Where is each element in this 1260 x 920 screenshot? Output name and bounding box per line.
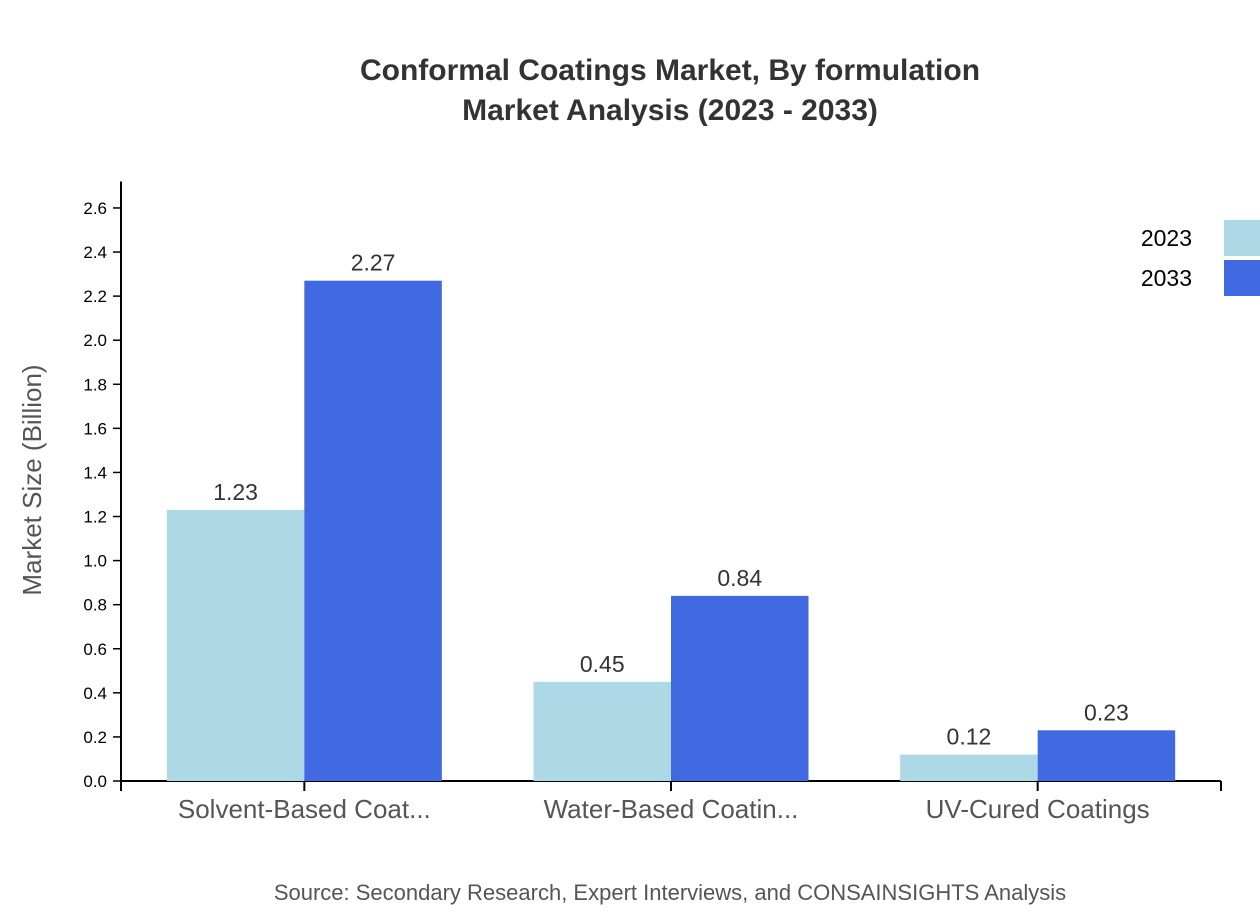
data-label: 2.27 xyxy=(351,250,396,276)
y-tick-label: 0.8 xyxy=(83,596,107,615)
legend-swatch xyxy=(1224,220,1260,256)
category-label: Water-Based Coatin... xyxy=(544,794,799,824)
data-label: 0.23 xyxy=(1084,699,1129,725)
y-tick-label: 2.4 xyxy=(83,243,107,262)
y-tick-label: 1.2 xyxy=(83,508,107,527)
source-note: Source: Secondary Research, Expert Inter… xyxy=(274,880,1066,905)
y-tick-label: 0.6 xyxy=(83,640,107,659)
y-tick-label: 1.0 xyxy=(83,552,107,571)
y-tick-label: 0.4 xyxy=(83,684,107,703)
y-tick-label: 2.2 xyxy=(83,287,107,306)
y-tick-label: 1.6 xyxy=(83,419,107,438)
data-label: 0.45 xyxy=(580,651,625,677)
y-tick-label: 2.0 xyxy=(83,331,107,350)
chart-subtitle: Market Analysis (2023 - 2033) xyxy=(462,94,878,127)
y-tick-label: 2.6 xyxy=(83,199,107,218)
y-tick-label: 1.8 xyxy=(83,375,107,394)
category-label: UV-Cured Coatings xyxy=(926,794,1150,824)
bar-2023 xyxy=(900,754,1038,781)
bar-2033 xyxy=(671,595,809,781)
y-tick-label: 1.4 xyxy=(83,463,107,482)
bar-2033 xyxy=(1037,730,1176,781)
chart-title: Conformal Coatings Market, By formulatio… xyxy=(360,54,980,87)
category-label: Solvent-Based Coat... xyxy=(178,794,431,824)
data-label: 0.12 xyxy=(947,724,992,750)
bar-2023 xyxy=(533,681,671,781)
y-axis-label: Market Size (Billion) xyxy=(17,364,47,595)
bar-2023 xyxy=(166,509,305,781)
legend-label: 2033 xyxy=(1141,265,1192,291)
legend-swatch xyxy=(1224,260,1260,296)
data-label: 1.23 xyxy=(213,479,258,505)
bar-2033 xyxy=(304,280,442,781)
y-tick-label: 0.2 xyxy=(83,728,107,747)
data-label: 0.84 xyxy=(717,565,762,591)
y-tick-label: 0.0 xyxy=(83,772,107,791)
legend-label: 2023 xyxy=(1141,225,1192,251)
